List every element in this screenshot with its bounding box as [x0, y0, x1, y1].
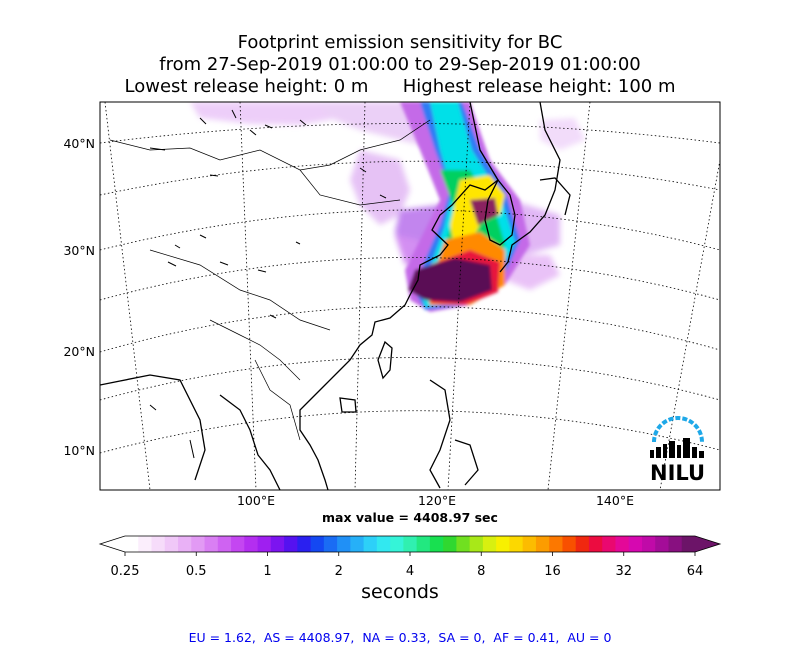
- colorbar-segment: [668, 536, 683, 552]
- lat-tick-label: 20°N: [63, 344, 95, 359]
- colorbar-segment: [244, 536, 258, 552]
- colorbar-segment: [403, 536, 418, 552]
- colorbar-tick-label: 64: [687, 564, 704, 579]
- colorbar-segment: [429, 536, 444, 552]
- colorbar-segment: [217, 536, 232, 552]
- colorbar-tick-label: 4: [406, 564, 414, 579]
- colorbar-segment: [257, 536, 272, 552]
- colorbar-segment: [191, 536, 205, 552]
- map-title-line-3: Lowest release height: 0 m Highest relea…: [124, 76, 676, 97]
- colorbar-segment: [350, 536, 365, 552]
- region-stats-line: EU = 1.62, AS = 4408.97, NA = 0.33, SA =…: [188, 630, 612, 645]
- colorbar-tick-label: 1: [263, 564, 271, 579]
- colorbar-segment: [390, 536, 404, 552]
- colorbar-segment: [416, 536, 431, 552]
- colorbar-tick-labels: 0.25 0.5 1 2 4 8 16 32 64: [111, 552, 704, 579]
- colorbar-segment: [310, 536, 325, 552]
- logo-text: NILU: [650, 461, 705, 485]
- logo-skyline: [650, 438, 704, 458]
- colorbar-segment: [575, 536, 590, 552]
- colorbar-segment: [562, 536, 577, 552]
- colorbar-segment: [615, 536, 630, 552]
- colorbar-under-arrow: [100, 536, 125, 552]
- colorbar-segment: [535, 536, 550, 552]
- nilu-logo: NILU: [650, 416, 705, 485]
- lakes-and-islands: [149, 109, 387, 459]
- lon-tick-label: 140°E: [596, 493, 634, 508]
- colorbar-segment: [681, 536, 696, 552]
- lon-tick-label: 100°E: [237, 493, 275, 508]
- colorbar-segment: [641, 536, 656, 552]
- colorbar-segment: [204, 536, 219, 552]
- colorbar-segment: [151, 536, 166, 552]
- map-frame: [99, 101, 721, 491]
- colorbar-segment: [628, 536, 643, 552]
- colorbar-segment: [284, 536, 298, 552]
- lat-tick-label: 30°N: [63, 243, 95, 258]
- colorbar-segment: [496, 536, 510, 552]
- colorbar-segment: [655, 536, 669, 552]
- colorbar-units-label: seconds: [361, 581, 439, 603]
- map-title-line-2: from 27-Sep-2019 01:00:00 to 29-Sep-2019…: [159, 54, 641, 75]
- colorbar-tick-label: 0.25: [111, 564, 140, 579]
- colorbar-tick-label: 32: [615, 564, 632, 579]
- lon-tick-label: 120°E: [418, 493, 456, 508]
- colorbar-tick-label: 0.5: [186, 564, 207, 579]
- colorbar-segment: [602, 536, 616, 552]
- colorbar-segment: [522, 536, 537, 552]
- colorbar-segment: [323, 536, 338, 552]
- max-value-label: max value = 4408.97 sec: [322, 510, 498, 525]
- colorbar-segment: [549, 536, 563, 552]
- lat-tick-label: 40°N: [63, 136, 95, 151]
- colorbar-segment: [337, 536, 351, 552]
- colorbar: [98, 535, 722, 553]
- map-content: NILU: [100, 102, 720, 490]
- colorbar-segment: [125, 536, 139, 552]
- colorbar-tick-label: 2: [335, 564, 343, 579]
- colorbar-segment: [482, 536, 497, 552]
- graticule: [100, 102, 720, 490]
- colorbar-segment: [270, 536, 285, 552]
- colorbar-segment: [231, 536, 245, 552]
- colorbar-tick-label: 16: [544, 564, 561, 579]
- colorbar-segment: [297, 536, 311, 552]
- colorbar-segment: [178, 536, 192, 552]
- colorbar-segment: [443, 536, 457, 552]
- colorbar-segment: [164, 536, 179, 552]
- colorbar-over-arrow: [695, 536, 720, 552]
- colorbar-segment: [469, 536, 484, 552]
- colorbar-tick-label: 8: [477, 564, 485, 579]
- colorbar-segment: [138, 536, 152, 552]
- logo-arc: [652, 416, 704, 443]
- colorbar-segment: [509, 536, 524, 552]
- colorbar-segment: [456, 536, 471, 552]
- map-title-line-1: Footprint emission sensitivity for BC: [237, 32, 563, 53]
- country-borders: [109, 119, 431, 441]
- colorbar-segment: [376, 536, 391, 552]
- colorbar-segment: [588, 536, 603, 552]
- lat-tick-label: 10°N: [63, 443, 95, 458]
- colorbar-segment: [363, 536, 378, 552]
